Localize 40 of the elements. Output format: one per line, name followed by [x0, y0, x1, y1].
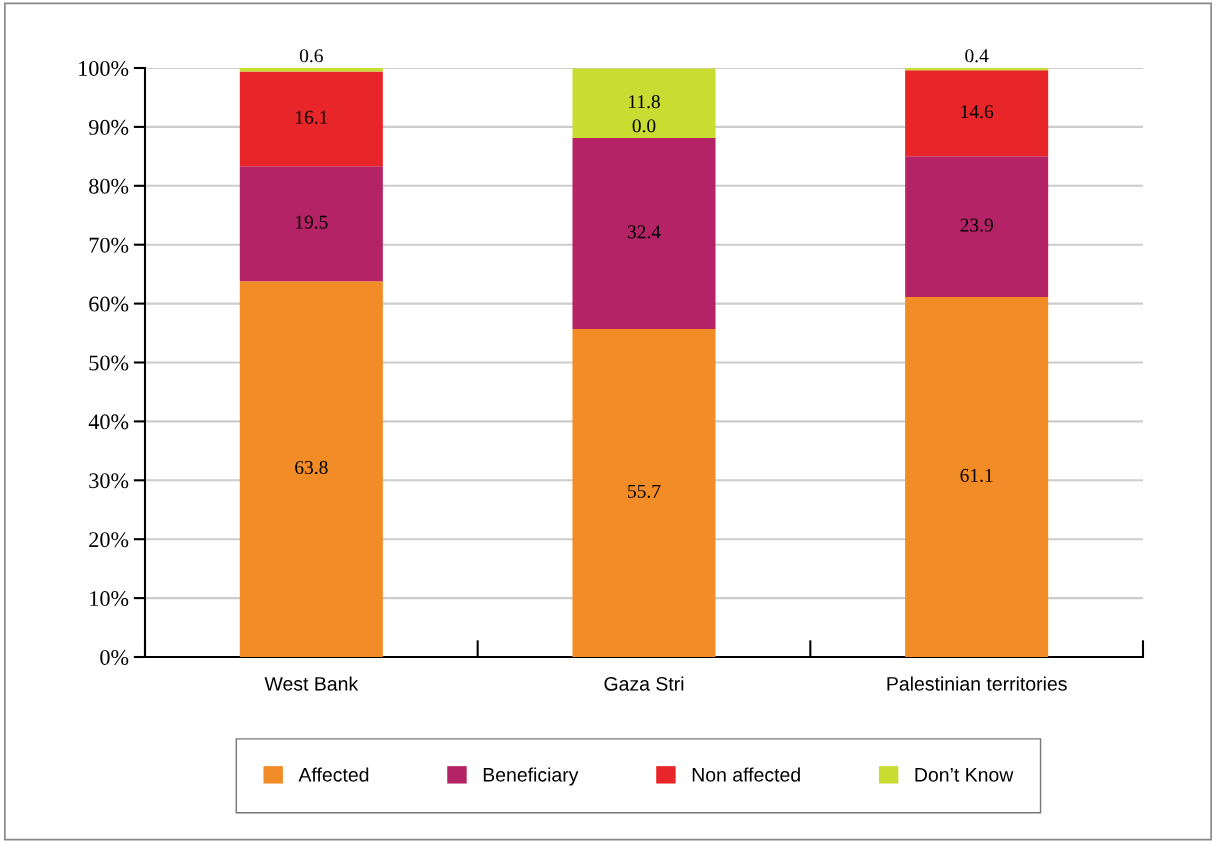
x-tick-label: Gaza Stri	[604, 676, 684, 691]
data-label: 19.5	[296, 215, 328, 229]
bar	[239, 166, 383, 282]
y-tick-label: 80%	[89, 178, 129, 194]
data-label: 61.1	[960, 468, 993, 483]
y-tick-label: 10%	[90, 591, 129, 607]
bar	[239, 68, 383, 72]
bar	[572, 68, 716, 139]
bar	[239, 281, 383, 657]
data-label: 63.8	[295, 460, 328, 475]
data-label: 14.6	[961, 105, 994, 119]
bar	[572, 328, 716, 657]
x-tick-label: Palestinian territories	[887, 676, 1067, 691]
bar	[905, 297, 1049, 657]
y-tick-label: 100%	[79, 60, 129, 76]
data-label: 32.4	[627, 225, 661, 239]
y-tick-label: 0%	[100, 649, 129, 665]
bar	[905, 156, 1049, 298]
bar	[572, 138, 716, 329]
bar	[905, 70, 1049, 157]
y-tick-label: 50%	[89, 355, 129, 371]
data-label: 0.4	[965, 49, 989, 63]
x-tick-label: West Bank	[264, 676, 359, 691]
y-tick-label: 60%	[89, 296, 129, 312]
data-label: 0.0	[632, 119, 656, 133]
legend-label: Don’t Know	[915, 768, 1014, 782]
data-label: 0.6	[299, 49, 323, 63]
data-label: 11.8	[629, 95, 660, 109]
data-label: 16.1	[296, 110, 328, 124]
y-tick-label: 70%	[89, 237, 129, 253]
y-tick-label: 90%	[89, 119, 129, 135]
legend-label: Affected	[298, 767, 369, 782]
legend-label: Non affected	[692, 767, 800, 782]
y-tick-label: 30%	[89, 473, 129, 489]
data-label: 55.7	[628, 484, 661, 498]
y-tick-label: 20%	[89, 532, 129, 548]
data-label: 23.9	[960, 218, 993, 232]
y-tick-label: 40%	[88, 414, 129, 430]
bar	[239, 71, 383, 167]
legend-label: Beneficiary	[483, 767, 579, 786]
